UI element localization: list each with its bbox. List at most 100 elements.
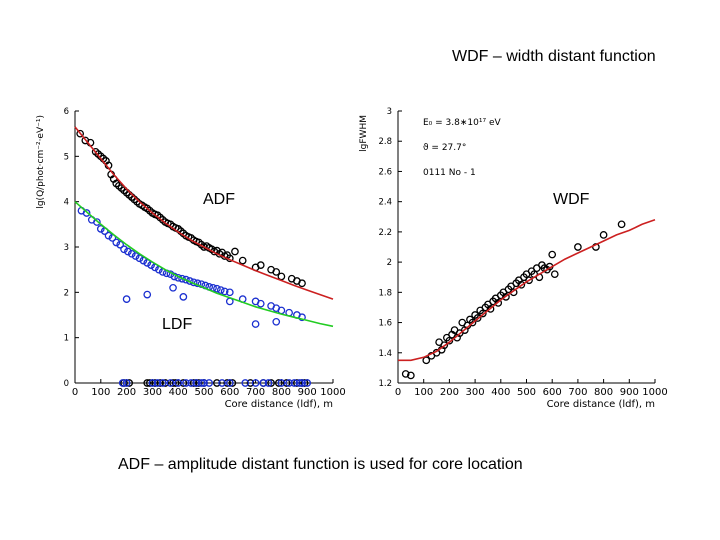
y-tick-label: 2 [64,288,69,298]
x-tick-label: 200 [440,387,459,398]
wdf-points-point [406,371,415,380]
adf-points-zero--point [156,379,164,387]
adf-fit-line [74,126,334,300]
ldf-points-zero--point [298,379,306,387]
y-tick-label: 2.4 [378,198,392,208]
y-tick-label: 3 [64,243,69,253]
wdf-points-point [550,270,559,279]
adf-points-point [298,279,306,288]
adf-points-zero--point [282,379,291,387]
x-tick-label: 1000 [642,387,667,398]
ldf-points-point [213,284,221,293]
chart-annotation: 0111 No - 1 [423,168,476,178]
wdf-points-point [574,243,582,251]
adf-points-zero--point [246,379,255,387]
adf-points-point [272,268,281,276]
wdf-points-point [517,280,526,289]
adf-points-zero--point [223,379,232,387]
slide-title: WDF – width distant function [452,48,656,65]
wdf-points-point [599,231,608,239]
y-tick-label: 2 [387,258,392,268]
ldf-points-point [139,256,148,265]
ldf-points-zero--point [205,379,214,387]
ldf-points-zero--point [285,379,293,387]
ldf-points-point [122,295,131,303]
wdf-points-point [422,356,431,365]
wdf-points-point [502,293,510,301]
wdf-points-point [473,314,482,322]
ldf-points-point [216,286,225,294]
ldf-points-zero--point [200,379,208,387]
wdf-label: WDF [553,191,590,208]
ldf-points-point [272,317,281,326]
ldf-points-point [143,290,152,299]
wdf-points-point [440,341,449,350]
ldf-points-point [120,245,128,254]
ldf-points-zero--point [290,379,299,387]
y-tick-label: 5 [64,152,69,162]
x-axis-label: Core distance (ldf), m [547,399,655,410]
y-tick-label: 2.8 [378,137,392,147]
y-tick-label: 0 [64,379,69,389]
ldf-points-point [127,249,136,258]
adf-label: ADF [203,191,235,208]
ldf-points-point [135,254,144,263]
slide-caption: ADF – amplitude distant function is used… [118,456,523,473]
ldf-points-zero--point [295,379,304,387]
ldf-points-zero--point [153,379,162,387]
adf-points-point [238,256,247,265]
wdf-points-point [494,299,503,307]
ldf-points-point [182,275,190,284]
x-tick-label: 0 [72,387,78,398]
x-tick-label: 100 [91,387,110,398]
x-tick-label: 800 [594,387,613,398]
ldf-fit-line [74,201,334,328]
adf-points-zero--point [145,379,154,387]
ldf-points-zero--point [303,379,312,387]
adf-points-zero--point [274,379,283,387]
x-tick-label: 200 [117,387,136,398]
x-tick-label: 300 [143,387,162,398]
ldf-points-zero--point [122,379,131,387]
ldf-label: LDF [162,316,193,333]
wdf-points-point [401,370,410,378]
ldf-points-zero--point [259,379,268,387]
ldf-points-zero--point [182,379,190,387]
ldf-points-point [82,209,91,217]
x-tick-label: 600 [220,387,239,398]
ldf-points-point [124,247,132,256]
adf-points-zero--point [267,379,275,387]
y-tick-label: 2.2 [378,228,392,238]
adf-points-zero--point [161,379,170,387]
ldf-points-zero--point [251,379,260,387]
adf-points-zero--point [228,379,237,387]
ldf-points-point [220,287,229,296]
ldf-points-zero--point [241,379,250,387]
adf-points-zero--point [169,379,177,387]
x-axis-label: Core distance (ldf), m [225,399,333,410]
ldf-points-point [169,283,177,292]
adf-points-zero--point [171,379,180,387]
chart-annotation: E₀ = 3.8∗10¹⁷ eV [423,118,501,128]
ldf-points-point [93,218,101,226]
ldf-points-point [96,225,105,233]
ldf-points-zero--point [197,379,206,387]
y-tick-label: 2.6 [378,167,392,177]
x-tick-label: 600 [543,387,562,398]
x-tick-label: 500 [517,387,536,398]
y-tick-label: 1.2 [378,379,392,389]
y-tick-label: 1 [64,334,69,344]
x-tick-label: 900 [298,387,317,398]
ldf-points-zero--point [192,379,201,387]
ldf-points-zero--point [166,379,175,387]
y-tick-label: 1.6 [378,319,392,329]
x-tick-label: 700 [246,387,265,398]
x-tick-label: 700 [568,387,587,398]
wdf-points-point [468,318,477,327]
ldf-points-zero--point [158,379,167,387]
x-tick-label: 900 [620,387,639,398]
adf-points-zero--point [213,379,221,387]
y-tick-label: 4 [64,198,69,208]
